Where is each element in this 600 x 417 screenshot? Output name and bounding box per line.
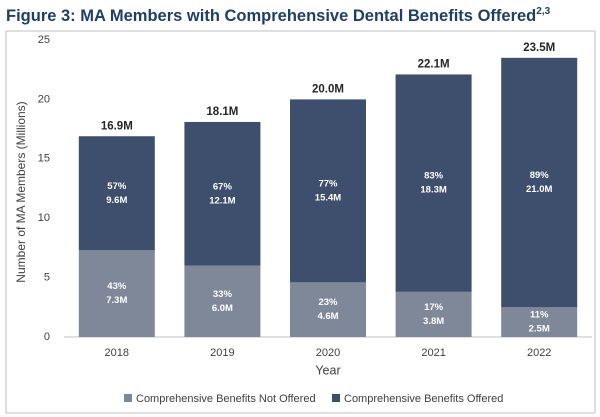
y-tick-label: 0 [44,331,50,343]
y-tick-label: 15 [38,153,50,165]
legend-swatch [332,394,340,402]
x-tick-label: 2020 [316,347,340,359]
segment-share-label: 67% [213,181,233,192]
segment-share-label: 23% [318,297,338,308]
legend-swatch [124,394,132,402]
title-text: Figure 3: MA Members with Comprehensive … [6,7,536,25]
bar-segment [290,282,366,337]
segment-value-label: 2.5M [529,324,550,335]
bar-segment [184,121,261,266]
segment-share-label: 83% [424,171,444,182]
title-superscript: 2,3 [536,6,550,17]
legend-label: Comprehensive Benefits Offered [344,393,503,405]
chart-frame [5,30,596,414]
y-axis-title: Number of MA Members (Millions) [14,101,28,282]
segment-value-label: 9.6M [106,195,127,206]
x-tick-label: 2021 [421,347,445,359]
segment-share-label: 43% [107,281,127,292]
segment-value-label: 12.1M [209,195,235,206]
segment-share-label: 57% [107,181,127,192]
chart-title: Figure 3: MA Members with Comprehensive … [6,6,551,26]
segment-value-label: 4.6M [317,311,338,322]
bar-segment [290,99,366,283]
total-label: 18.1M [206,106,238,118]
segment-share-label: 17% [424,302,444,313]
bar-segment [501,307,578,337]
segment-value-label: 3.8M [423,316,444,327]
y-tick-label: 10 [38,212,50,224]
x-tick-label: 2019 [210,347,234,359]
segment-value-label: 21.0M [526,184,552,195]
segment-share-label: 11% [530,310,549,321]
segment-value-label: 18.3M [420,185,446,196]
total-label: 22.1M [418,58,450,70]
segment-share-label: 89% [530,170,550,181]
total-label: 16.9M [101,120,133,132]
y-tick-label: 5 [44,272,50,284]
segment-value-label: 7.3M [106,295,127,306]
x-axis-title: Year [315,363,340,377]
segment-value-label: 6.0M [212,303,233,314]
bar-segment [78,250,155,337]
total-label: 20.0M [312,83,344,95]
bar-segment [395,74,472,292]
segment-share-label: 77% [318,178,338,189]
bar-segment [395,291,472,337]
total-label: 23.5M [523,42,555,54]
segment-value-label: 15.4M [315,192,341,203]
x-tick-label: 2022 [527,347,551,359]
y-tick-label: 25 [38,34,50,46]
x-tick-label: 2018 [105,347,129,359]
bar-segment [78,136,155,251]
bar-segment [184,265,261,337]
legend-label: Comprehensive Benefits Not Offered [136,393,316,405]
bar-segment [501,57,578,308]
y-tick-label: 20 [38,93,50,105]
segment-share-label: 33% [213,289,233,300]
